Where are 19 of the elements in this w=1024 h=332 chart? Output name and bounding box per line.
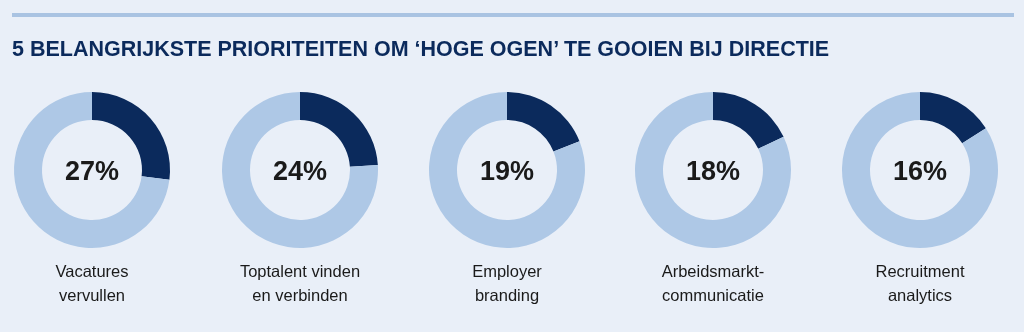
text: Arbeidsmarkt-communicatie [661, 262, 765, 304]
text: 24% [272, 156, 328, 186]
donut-slice [14, 92, 170, 248]
text: 18% [685, 156, 741, 186]
donut-slice [507, 92, 580, 152]
donut-slice [920, 92, 986, 144]
text: Employer branding [472, 262, 543, 304]
text: Recruitment analytics [875, 262, 965, 304]
text: Toptalent vinden en verbinden [239, 262, 361, 304]
donut-slice [842, 92, 998, 248]
text: 27% [64, 156, 120, 186]
text: 5 BELANGRIJKSTE PRIORITEITEN OM ‘HOGE OGEN’ TE GOOIEN BIJ DIRECTIE [12, 37, 830, 61]
donut-slice [713, 92, 784, 149]
text: 19% [479, 156, 535, 186]
donut-slice [429, 92, 585, 248]
donut-slice [222, 92, 378, 248]
donut-slice [635, 92, 791, 248]
text: 16% [892, 156, 948, 186]
text: Vacatures vervullen [55, 262, 129, 304]
